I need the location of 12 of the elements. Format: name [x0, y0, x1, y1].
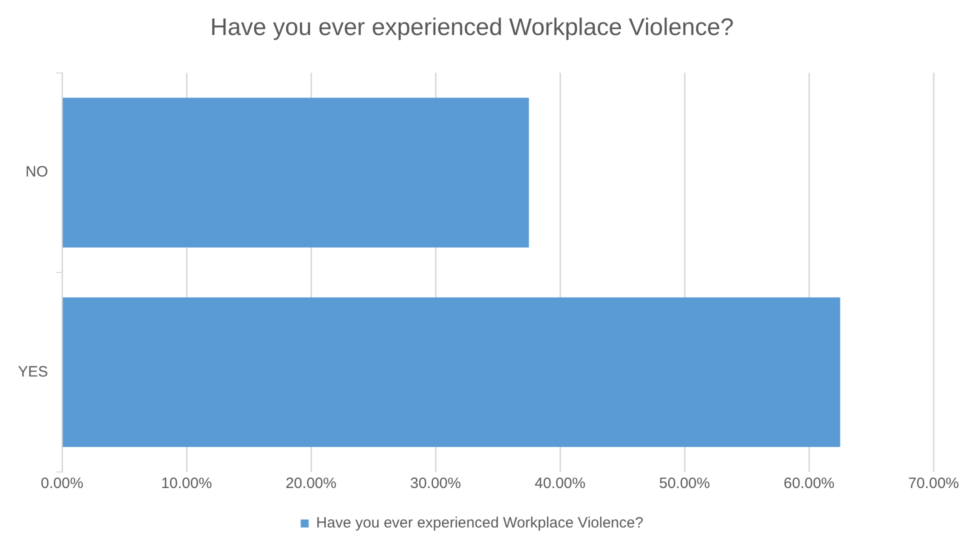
legend-label: Have you ever experienced Workplace Violence?	[316, 514, 644, 532]
y-tick-label: NO	[26, 164, 48, 181]
x-tick-label: 0.00%	[40, 475, 84, 492]
x-tick-label: 50.00%	[659, 475, 710, 492]
x-tick-label: 70.00%	[908, 475, 959, 492]
x-tick-label: 30.00%	[410, 475, 461, 492]
y-tick-label: YES	[18, 363, 48, 380]
x-tick-label: 60.00%	[784, 475, 834, 492]
x-tick-label: 20.00%	[286, 475, 336, 492]
x-tick-label: 10.00%	[161, 475, 212, 492]
chart-title: Have you ever experienced Workplace Violence?	[210, 14, 734, 42]
x-tick-label: 40.00%	[534, 475, 586, 492]
